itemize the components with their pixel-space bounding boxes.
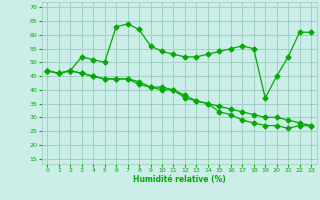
X-axis label: Humidité relative (%): Humidité relative (%) — [133, 175, 226, 184]
